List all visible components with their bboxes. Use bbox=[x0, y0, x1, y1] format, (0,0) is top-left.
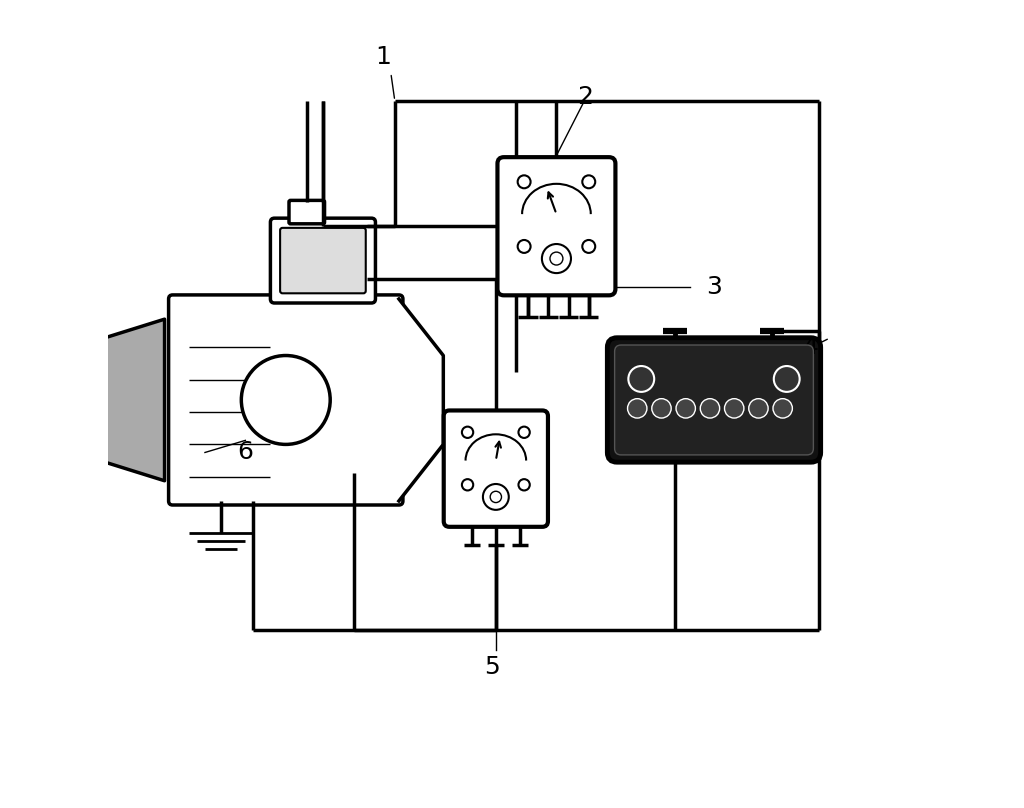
FancyBboxPatch shape bbox=[607, 338, 820, 462]
Circle shape bbox=[462, 479, 473, 490]
Circle shape bbox=[542, 244, 571, 273]
FancyBboxPatch shape bbox=[281, 228, 366, 293]
Circle shape bbox=[676, 398, 695, 418]
Text: 1: 1 bbox=[375, 44, 391, 69]
Circle shape bbox=[462, 427, 473, 438]
Circle shape bbox=[518, 427, 529, 438]
Circle shape bbox=[652, 398, 671, 418]
Circle shape bbox=[749, 398, 768, 418]
Circle shape bbox=[774, 366, 800, 392]
Circle shape bbox=[483, 484, 509, 510]
FancyBboxPatch shape bbox=[498, 158, 615, 296]
Text: 6: 6 bbox=[238, 440, 253, 465]
FancyBboxPatch shape bbox=[614, 345, 813, 455]
Circle shape bbox=[725, 398, 743, 418]
Circle shape bbox=[583, 240, 595, 253]
Polygon shape bbox=[100, 319, 165, 481]
Circle shape bbox=[518, 175, 530, 188]
Circle shape bbox=[518, 479, 529, 490]
Circle shape bbox=[490, 491, 502, 503]
Circle shape bbox=[700, 398, 720, 418]
Polygon shape bbox=[59, 339, 100, 461]
Circle shape bbox=[583, 175, 595, 188]
Circle shape bbox=[773, 398, 793, 418]
Text: 3: 3 bbox=[707, 275, 722, 299]
FancyBboxPatch shape bbox=[270, 218, 376, 303]
Circle shape bbox=[242, 356, 330, 444]
Text: 2: 2 bbox=[577, 85, 593, 109]
Circle shape bbox=[550, 252, 563, 265]
Circle shape bbox=[518, 240, 530, 253]
FancyBboxPatch shape bbox=[289, 200, 325, 224]
Text: 4: 4 bbox=[803, 335, 819, 360]
Circle shape bbox=[629, 366, 654, 392]
FancyBboxPatch shape bbox=[443, 410, 548, 527]
Polygon shape bbox=[399, 299, 443, 501]
FancyBboxPatch shape bbox=[169, 295, 402, 505]
Text: 5: 5 bbox=[484, 654, 500, 679]
Circle shape bbox=[628, 398, 647, 418]
